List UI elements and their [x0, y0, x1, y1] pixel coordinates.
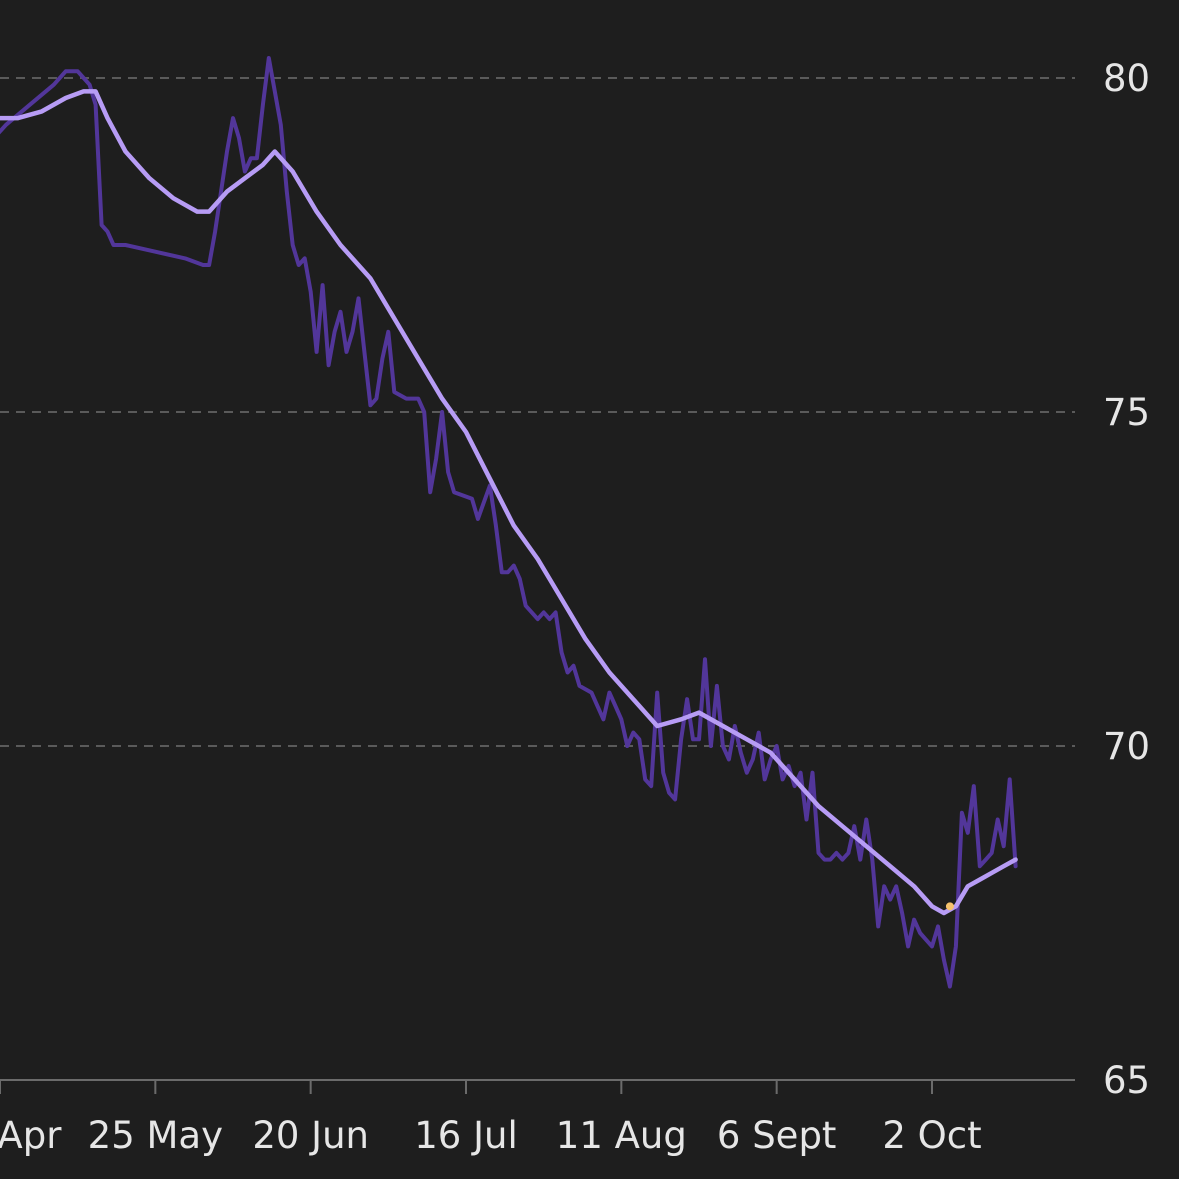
x-tick-label: 16 Jul — [414, 1114, 517, 1157]
tick-labels: 80 75 70 65 29 Apr 25 May 20 Jun 16 Jul 11 Aug 6 … — [0, 57, 1150, 1157]
x-tick-label: 6 Sept — [717, 1114, 837, 1157]
x-tick-label: 20 Jun — [252, 1114, 369, 1157]
series-lines — [0, 56, 1018, 989]
x-tick-label: 25 May — [88, 1114, 223, 1157]
grid-lines — [0, 77, 1075, 747]
highlight-point — [945, 902, 954, 911]
trend-series-line — [0, 89, 1018, 916]
y-tick-label: 65 — [1103, 1059, 1150, 1102]
y-tick-label: 70 — [1103, 725, 1150, 768]
x-tick-label: 2 Oct — [882, 1114, 981, 1157]
y-tick-label: 80 — [1103, 57, 1150, 100]
x-tick-label: 29 Apr — [0, 1114, 62, 1157]
y-tick-label: 75 — [1103, 391, 1150, 434]
x-axis — [0, 1079, 1075, 1094]
x-tick-label: 11 Aug — [556, 1114, 687, 1157]
daily-series-line — [0, 56, 1018, 989]
